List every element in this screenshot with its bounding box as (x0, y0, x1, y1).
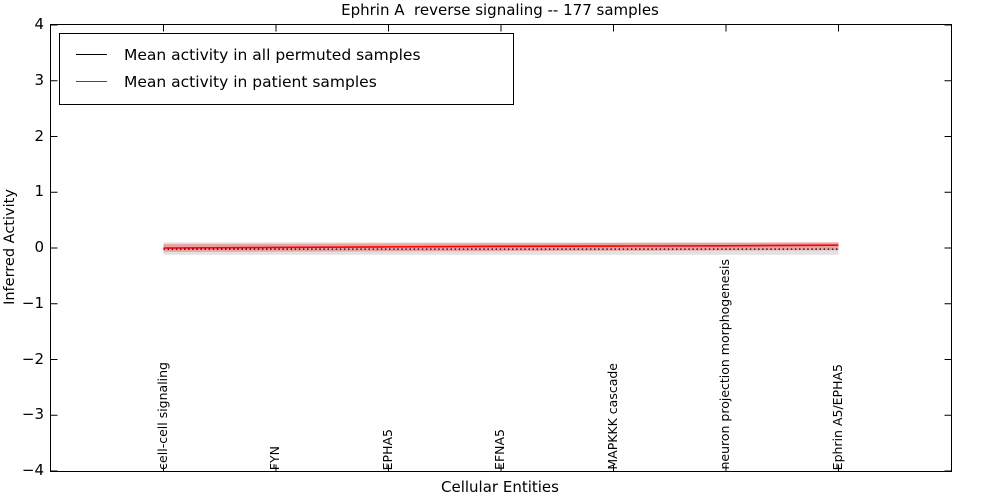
x-tick-label: EFNA5 (492, 429, 507, 470)
x-tick-label: EPHA5 (379, 428, 395, 470)
legend-item-permuted: Mean activity in all permuted samples (72, 41, 501, 68)
x-tick-label: cell-cell signaling (154, 362, 170, 470)
x-tick-label: FYN (267, 445, 282, 470)
y-tick-label: 1 (34, 182, 44, 201)
y-tick-label: −3 (21, 405, 44, 424)
legend-item-patient: Mean activity in patient samples (72, 68, 501, 95)
y-tick-label: 0 (34, 238, 44, 256)
legend-label: Mean activity in all permuted samples (124, 45, 421, 64)
series-line (163, 244, 839, 249)
legend: Mean activity in all permuted samples Me… (59, 33, 514, 105)
patient-line-swatch (76, 81, 107, 82)
y-tick-label: −4 (21, 461, 44, 479)
y-tick-label: 4 (34, 15, 44, 33)
x-tick-label: neuron projection morphogenesis (717, 259, 732, 470)
legend-label: Mean activity in patient samples (124, 72, 377, 91)
y-tick-label: −1 (21, 293, 44, 312)
y-tick-label: −2 (21, 349, 44, 368)
y-tick-label: 2 (34, 126, 44, 145)
chart-title: Ephrin A reverse signaling -- 177 sample… (341, 1, 659, 19)
x-axis-label: Cellular Entities (441, 478, 559, 496)
plot-area: cell-cell signaling FYN EPHA5 EFNA5 MAPKKK c… (50, 24, 952, 472)
y-tick-label: 3 (34, 70, 44, 89)
x-tick-label: Ephrin A5/EPHA5 (829, 363, 845, 470)
x-tick-label: MAPKKK cascade (604, 363, 620, 470)
permuted-line-swatch (76, 54, 107, 55)
plot-canvas (51, 25, 951, 471)
